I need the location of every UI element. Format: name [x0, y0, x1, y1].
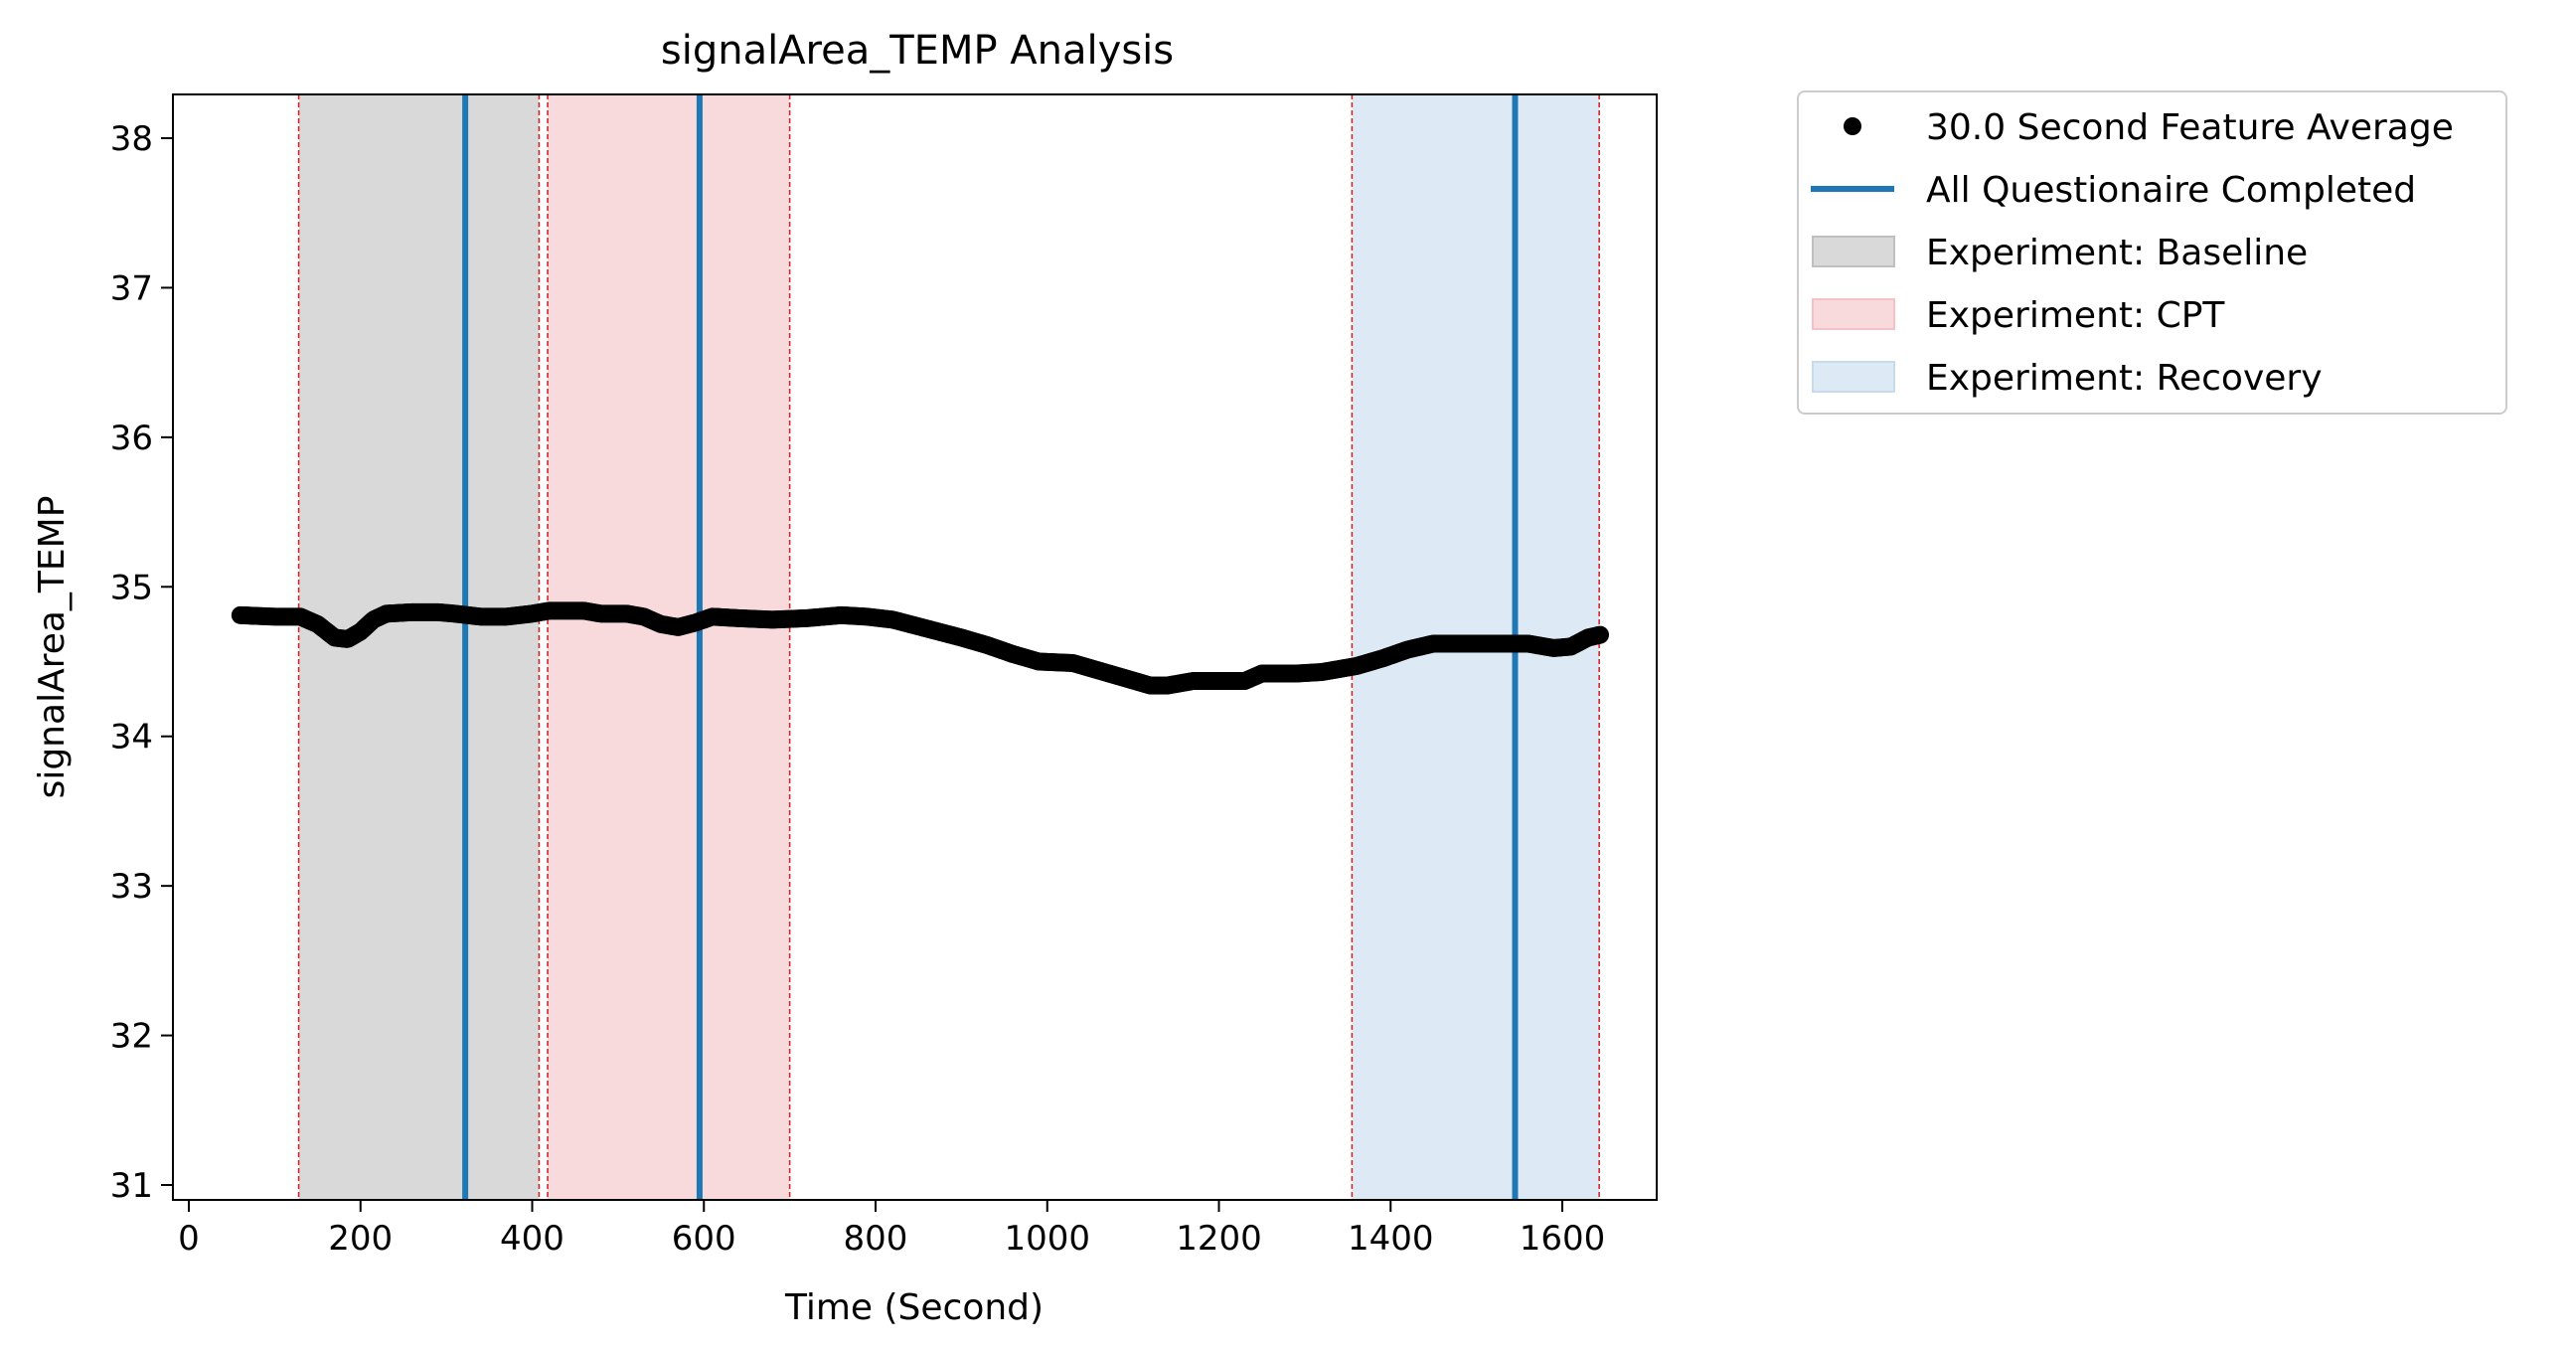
x-tick-label: 1200 [1176, 1219, 1262, 1259]
data-point [1591, 625, 1610, 644]
y-tick-label: 31 [110, 1166, 153, 1206]
y-axis-label: signalArea_TEMP [32, 496, 73, 799]
legend: 30.0 Second Feature Average All Questiona… [1797, 90, 2507, 415]
x-tick-label: 1400 [1348, 1219, 1434, 1259]
x-tick-label: 1600 [1520, 1219, 1606, 1259]
region-boundary-lines [297, 94, 1600, 1200]
legend-marker-patch [1812, 236, 1895, 267]
legend-entries: 30.0 Second Feature Average All Questiona… [1811, 107, 2454, 399]
plot-area [172, 93, 1658, 1201]
x-tick-label: 400 [500, 1219, 564, 1259]
y-tick-label: 32 [110, 1017, 153, 1057]
x-tick-label: 200 [328, 1219, 393, 1259]
x-axis: 0 200 400 600 800 1000 1200 1400 1600 [178, 1200, 1605, 1259]
y-tick-label: 34 [110, 718, 153, 758]
x-tick-label: 800 [844, 1219, 908, 1259]
y-axis: 31 32 33 34 35 36 37 38 [110, 119, 173, 1206]
x-tick-label: 0 [178, 1219, 200, 1259]
chart-title: signalArea_TEMP Analysis [661, 28, 1174, 74]
legend-marker-patch [1812, 298, 1895, 330]
y-tick-label: 37 [110, 268, 153, 308]
legend-marker-patch [1812, 361, 1895, 393]
y-tick-label: 38 [110, 119, 153, 159]
legend-box [1797, 90, 2507, 415]
region-baseline [298, 94, 540, 1200]
x-tick-label: 600 [672, 1219, 736, 1259]
legend-label: All Questionaire Completed [1926, 170, 2416, 211]
legend-label: 30.0 Second Feature Average [1926, 107, 2454, 148]
legend-label: Experiment: Baseline [1926, 233, 2308, 273]
feature-average-points [231, 601, 1610, 695]
plot-frame [172, 93, 1658, 1201]
region-cpt [548, 94, 790, 1200]
legend-label: Experiment: Recovery [1926, 358, 2323, 399]
legend-label: Experiment: CPT [1926, 295, 2225, 336]
x-tick-label: 1000 [1004, 1219, 1090, 1259]
x-axis-label: Time (Second) [784, 1287, 1044, 1328]
shaded-regions [298, 94, 1600, 1200]
y-tick-label: 33 [110, 867, 153, 907]
y-tick-label: 35 [110, 568, 153, 607]
legend-marker-point [1844, 117, 1861, 135]
y-tick-label: 36 [110, 419, 153, 458]
